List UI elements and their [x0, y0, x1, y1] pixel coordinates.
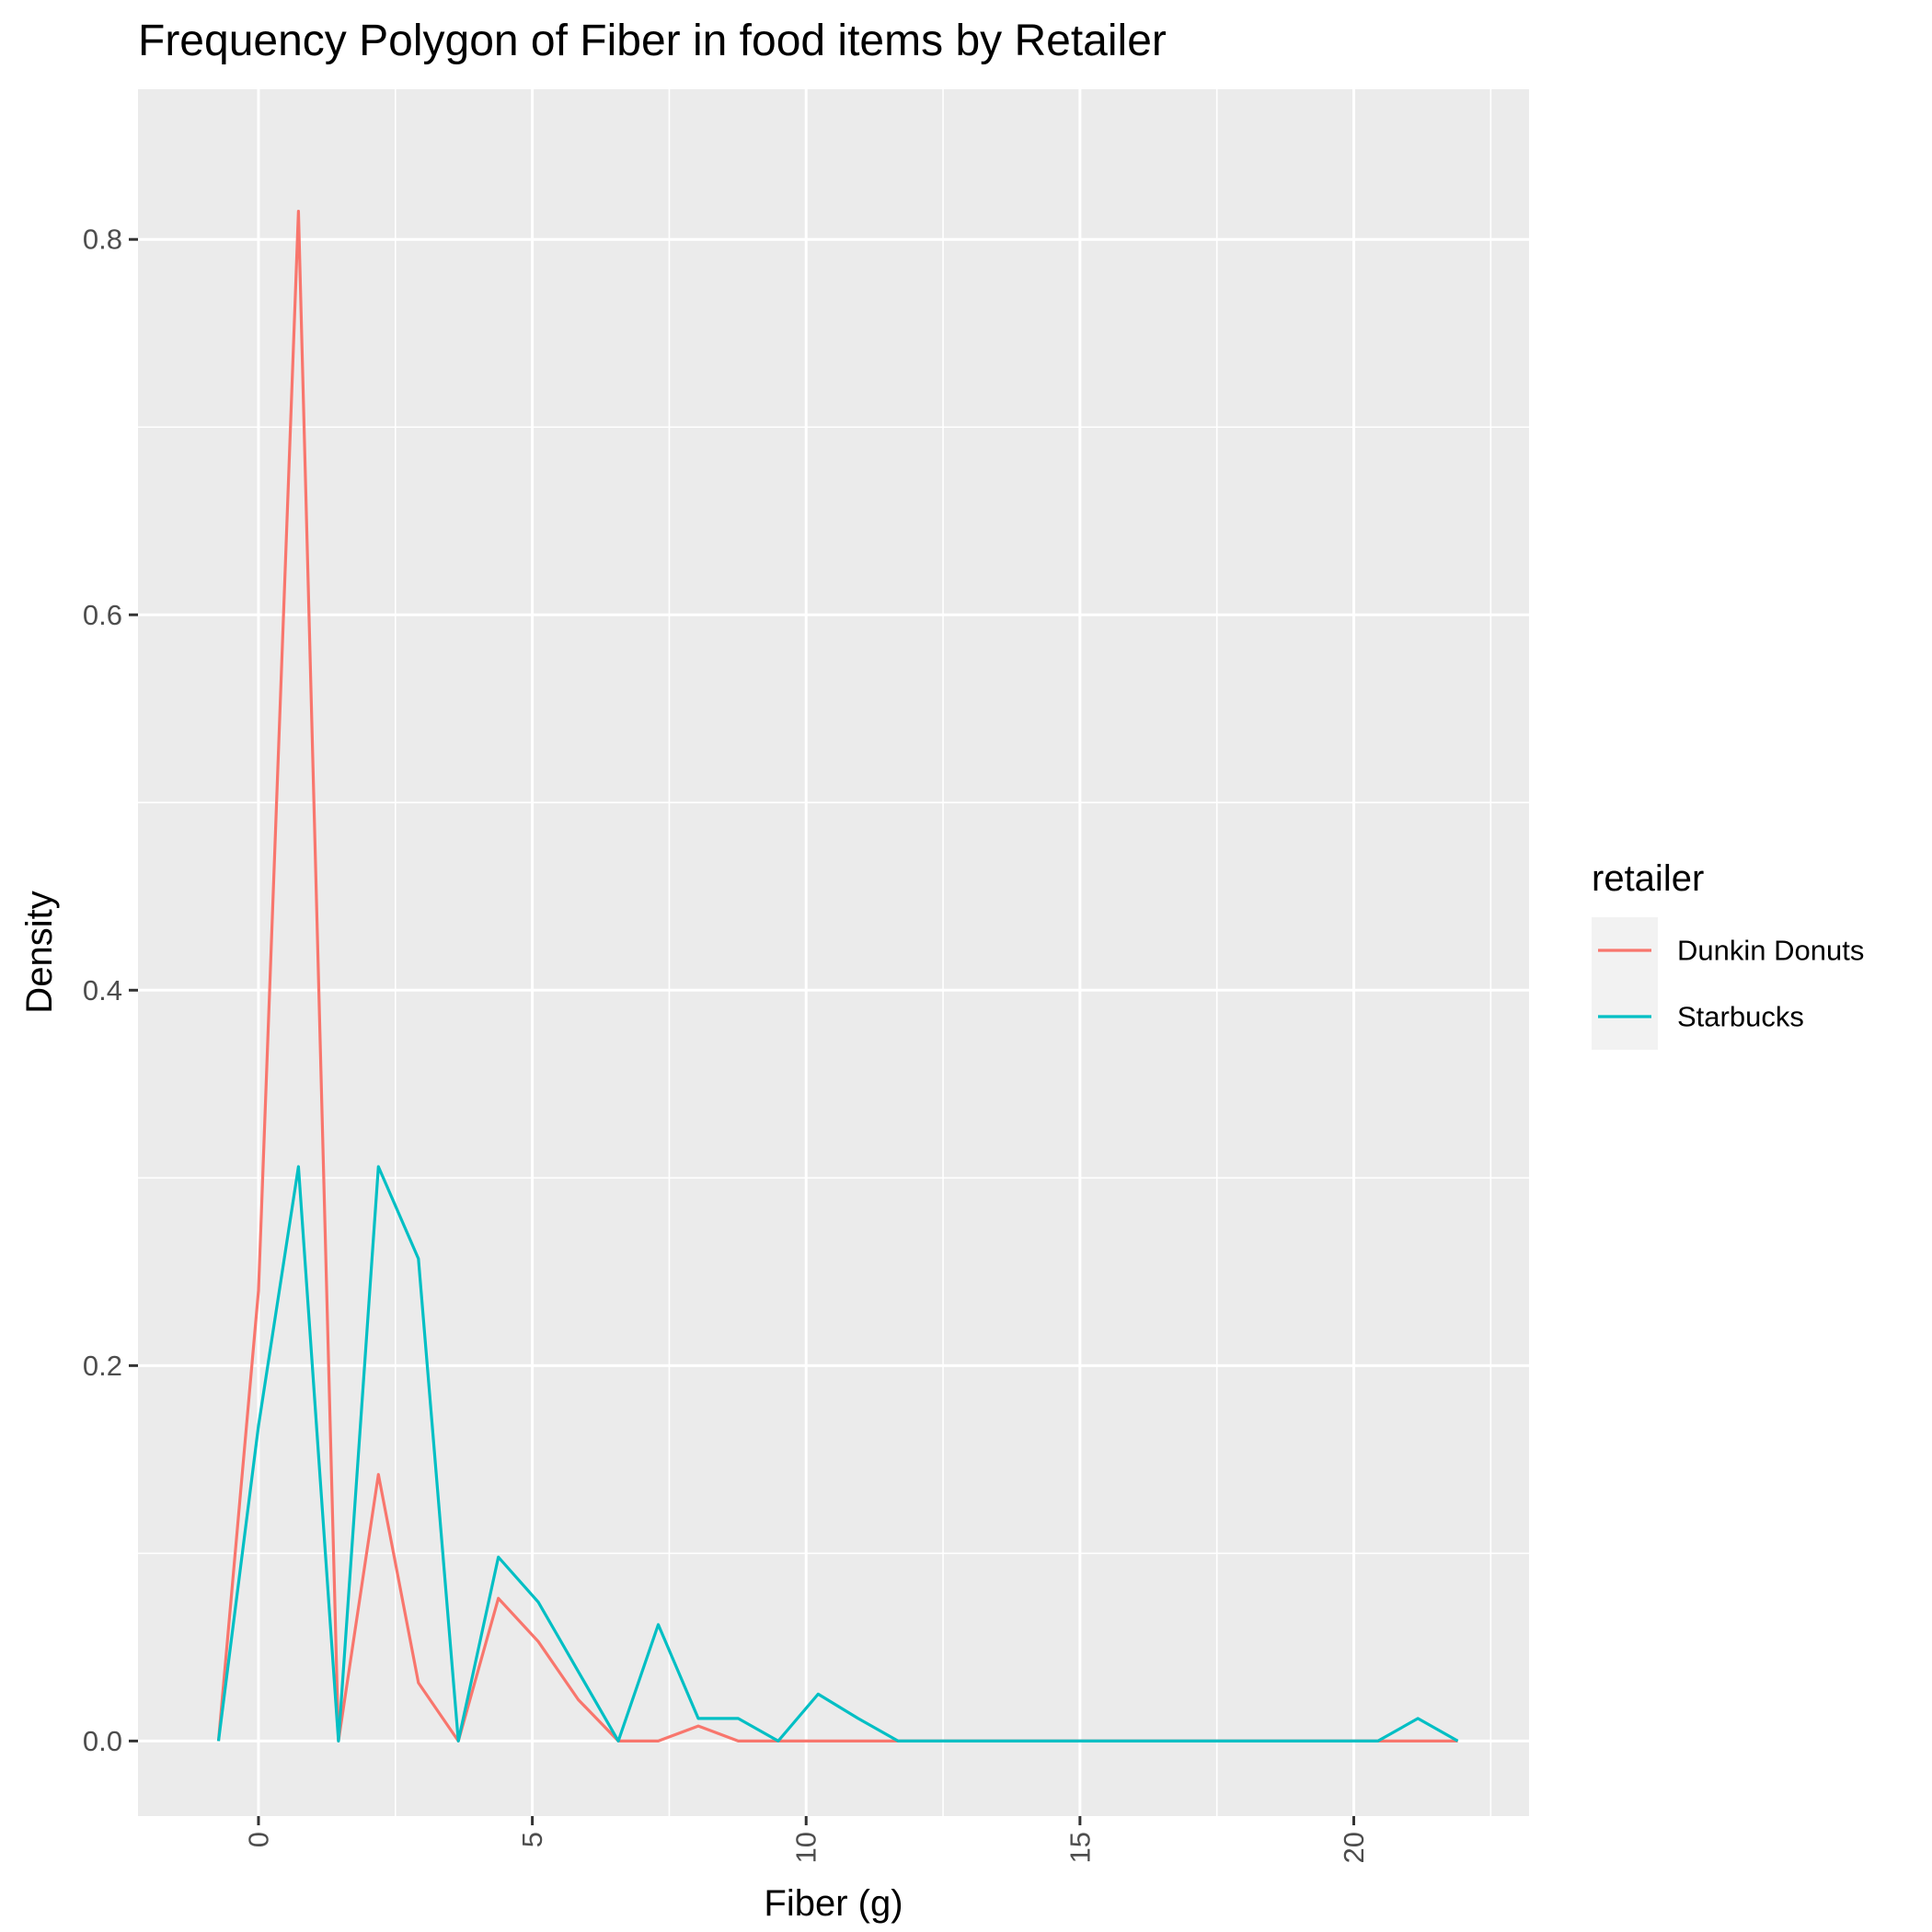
chart-title: Frequency Polygon of Fiber in food items… — [138, 17, 1167, 65]
plot-panel — [138, 89, 1529, 1816]
grid-major — [138, 89, 1529, 1816]
legend-label-dunkin-donuts: Dunkin Donuts — [1677, 935, 1864, 967]
legend-title: retailer — [1592, 858, 1704, 899]
grid-minor — [138, 89, 1529, 1816]
legend-items: Dunkin Donuts Starbucks — [1592, 917, 1864, 1050]
y-tick-label: 0.8 — [83, 224, 122, 256]
x-tick-label: 0 — [242, 1832, 274, 1847]
series-line-starbucks — [216, 1165, 1459, 1743]
x-axis-title: Fiber (g) — [764, 1883, 903, 1924]
tick-labels: 0 5 10 15 20 0.0 0.2 0.4 0.6 0.8 — [83, 224, 1370, 1864]
x-tick-label: 15 — [1064, 1832, 1096, 1863]
legend-label-starbucks: Starbucks — [1677, 1001, 1804, 1033]
y-tick-label: 0.0 — [83, 1725, 122, 1757]
x-tick-label: 20 — [1338, 1832, 1370, 1863]
y-tick-label: 0.2 — [83, 1350, 122, 1382]
y-tick-label: 0.6 — [83, 599, 122, 631]
x-tick-label: 5 — [516, 1832, 548, 1847]
y-tick-label: 0.4 — [83, 974, 122, 1006]
legend: retailer Dunkin Donuts Starbucks — [1592, 858, 1864, 1050]
axis-ticks — [129, 237, 1356, 1825]
y-axis-title: Density — [19, 891, 60, 1013]
x-tick-label: 10 — [790, 1832, 822, 1863]
series-layer — [216, 210, 1459, 1743]
